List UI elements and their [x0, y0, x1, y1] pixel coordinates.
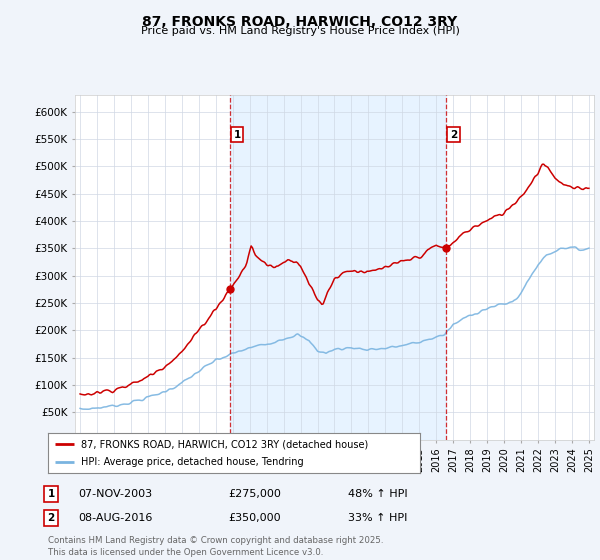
- Text: Price paid vs. HM Land Registry's House Price Index (HPI): Price paid vs. HM Land Registry's House …: [140, 26, 460, 36]
- Text: HPI: Average price, detached house, Tendring: HPI: Average price, detached house, Tend…: [82, 457, 304, 467]
- Text: £350,000: £350,000: [228, 513, 281, 523]
- Text: 2: 2: [47, 513, 55, 523]
- Text: 48% ↑ HPI: 48% ↑ HPI: [348, 489, 407, 499]
- Text: 33% ↑ HPI: 33% ↑ HPI: [348, 513, 407, 523]
- Text: 1: 1: [233, 129, 241, 139]
- Text: 07-NOV-2003: 07-NOV-2003: [78, 489, 152, 499]
- Text: 87, FRONKS ROAD, HARWICH, CO12 3RY (detached house): 87, FRONKS ROAD, HARWICH, CO12 3RY (deta…: [82, 439, 369, 449]
- Text: 2: 2: [450, 129, 457, 139]
- Text: 1: 1: [47, 489, 55, 499]
- Text: 87, FRONKS ROAD, HARWICH, CO12 3RY: 87, FRONKS ROAD, HARWICH, CO12 3RY: [142, 15, 458, 29]
- Bar: [230, 95, 446, 440]
- Text: 08-AUG-2016: 08-AUG-2016: [78, 513, 152, 523]
- Text: Contains HM Land Registry data © Crown copyright and database right 2025.
This d: Contains HM Land Registry data © Crown c…: [48, 536, 383, 557]
- Text: £275,000: £275,000: [228, 489, 281, 499]
